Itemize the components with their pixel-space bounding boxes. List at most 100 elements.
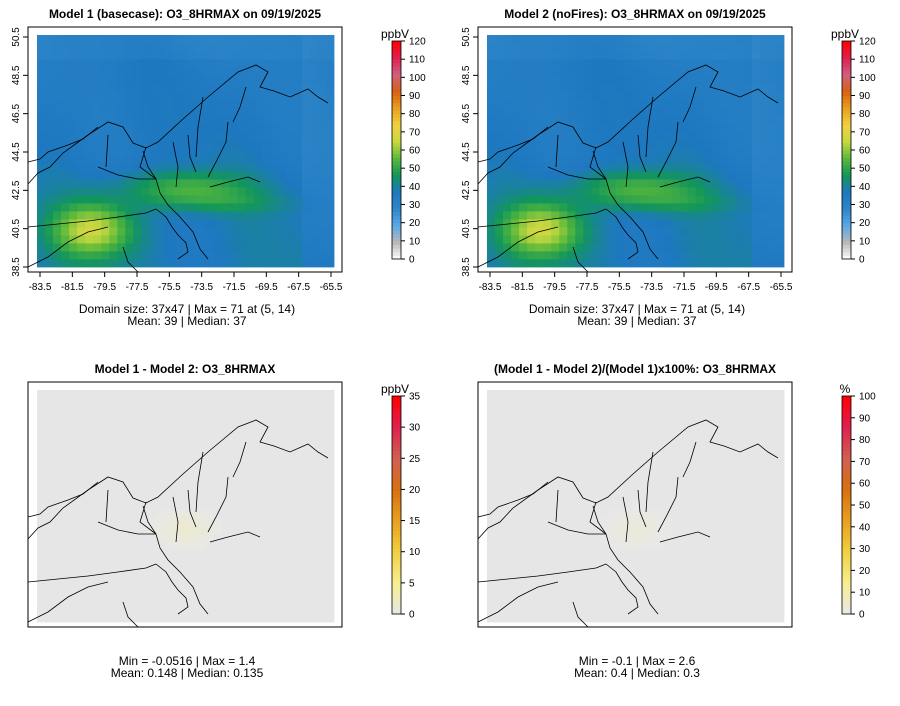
grid-cell (543, 566, 552, 575)
grid-cell (301, 494, 311, 503)
grid-cell (535, 454, 544, 463)
grid-cell (157, 139, 166, 148)
grid-cell (551, 51, 560, 60)
grid-cell (559, 606, 568, 615)
grid-cell (631, 550, 640, 559)
grid-cell (583, 211, 592, 220)
grid-cell (309, 91, 319, 100)
grid-cell (213, 35, 223, 44)
colorbar-segment (842, 457, 851, 462)
grid-cell (69, 566, 78, 575)
grid-cell (285, 75, 295, 84)
grid-cell (285, 510, 295, 519)
grid-cell (125, 462, 134, 471)
grid-cell (173, 422, 182, 431)
grid-cell (301, 43, 311, 52)
grid-cell (647, 187, 656, 196)
grid-cell (277, 99, 287, 108)
grid-cell (519, 251, 528, 260)
grid-cell (567, 155, 576, 164)
grid-cell (197, 422, 206, 431)
grid-cell (253, 51, 263, 60)
grid-cell (543, 534, 552, 543)
grid-cell (583, 219, 592, 228)
grid-cell (631, 155, 640, 164)
grid-cell (317, 398, 327, 407)
grid-cell (37, 203, 46, 212)
grid-cell (631, 478, 640, 487)
grid-cell (511, 486, 520, 495)
grid-cell (503, 446, 512, 455)
grid-cell (245, 75, 255, 84)
grid-cell (775, 139, 785, 148)
grid-cell (503, 43, 512, 52)
grid-cell (301, 131, 311, 140)
grid-cell (133, 99, 142, 108)
grid-cell (69, 195, 78, 204)
colorbar-segment (392, 505, 401, 510)
grid-cell (615, 526, 624, 535)
grid-cell (647, 598, 656, 607)
colorbar-segment (392, 244, 401, 249)
grid-cell (743, 259, 753, 268)
grid-cell (511, 414, 520, 423)
grid-cell (93, 35, 102, 44)
colorbar-tick-label: 30 (859, 544, 871, 555)
grid-cell (301, 107, 311, 116)
grid-cell (519, 35, 528, 44)
grid-cell (85, 422, 94, 431)
grid-cell (647, 219, 656, 228)
grid-cell (317, 558, 327, 567)
grid-cell (37, 91, 46, 100)
grid-cell (53, 75, 62, 84)
grid-cell (101, 518, 110, 527)
map-boundaries (27, 64, 329, 273)
grid-cell (751, 534, 761, 543)
colorbar-segment (392, 606, 401, 611)
grid-cell (165, 67, 174, 76)
grid-cell (157, 243, 166, 252)
grid-cell (671, 462, 681, 471)
grid-cell (567, 414, 576, 423)
grid-cell (101, 510, 110, 519)
grid-cell (775, 51, 785, 60)
grid-cell (655, 550, 664, 559)
grid-cell (181, 43, 190, 52)
grid-cell (117, 478, 126, 487)
grid-cell (53, 550, 62, 559)
colorbar-segment (392, 530, 401, 535)
grid-cell (301, 406, 311, 415)
grid-cell (253, 75, 263, 84)
grid-cell (61, 438, 70, 447)
grid-cell (253, 462, 263, 471)
grid-cell (269, 251, 279, 260)
colorbar-segment (842, 592, 851, 597)
grid-cell (309, 211, 319, 220)
grid-cell (767, 35, 777, 44)
colorbar-tick-label: 50 (859, 501, 871, 512)
grid-cell (253, 558, 263, 567)
grid-cell (61, 614, 70, 623)
grid-cell (37, 259, 46, 268)
grid-cell (511, 454, 520, 463)
grid-cell (679, 235, 689, 244)
grid-cell (157, 147, 166, 156)
grid-cell (269, 558, 279, 567)
grid-cell (727, 390, 737, 399)
grid-cell (109, 462, 118, 471)
grid-cell (317, 478, 327, 487)
grid-cell (293, 195, 303, 204)
grid-cell (727, 163, 737, 172)
colorbar-segment (842, 548, 851, 553)
grid-cell (535, 123, 544, 132)
grid-cell (53, 227, 62, 236)
grid-cell (703, 430, 713, 439)
grid-cell (69, 115, 78, 124)
grid-cell (213, 470, 223, 479)
grid-cell (495, 251, 504, 260)
grid-cell (519, 115, 528, 124)
grid-cell (615, 614, 624, 623)
grid-cell (487, 43, 496, 52)
grid-cell (101, 390, 110, 399)
grid-cell (615, 115, 624, 124)
